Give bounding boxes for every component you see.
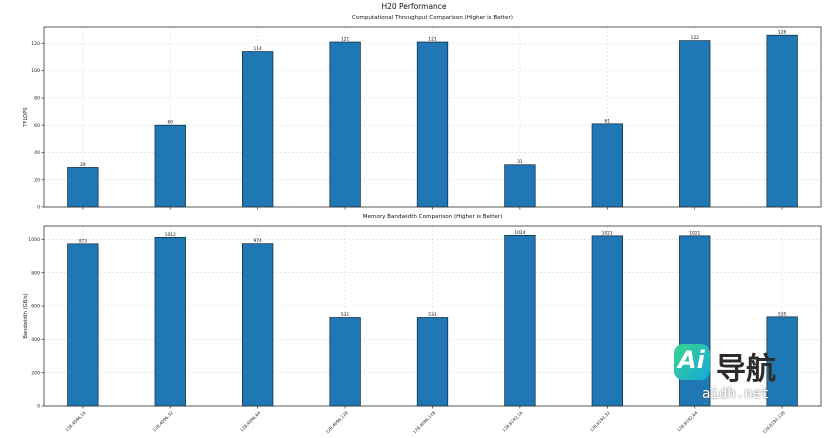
bandwidth-ytick-label: 200	[31, 370, 40, 376]
bandwidth-bar	[329, 317, 361, 407]
bandwidth-xtick-label: 128,4096,64	[239, 410, 262, 433]
throughput-bar	[591, 123, 623, 208]
figure-title: H20 Performance	[381, 2, 446, 11]
bandwidth-xtick-label: 128,8192,16	[501, 410, 524, 433]
throughput-bar	[416, 41, 449, 208]
throughput-bar	[679, 40, 711, 208]
throughput-bar-label: 61	[605, 118, 611, 124]
throughput-bar-label: 29	[80, 162, 86, 168]
bandwidth-ylabel: Bandwidth (GB/s)	[23, 293, 29, 338]
throughput-panel: Computational Throughput Comparison (Hig…	[23, 15, 822, 211]
throughput-bar-label: 121	[428, 37, 437, 43]
throughput-title: Computational Throughput Comparison (Hig…	[352, 15, 513, 21]
bandwidth-bar	[416, 317, 449, 407]
bandwidth-bar-label: 535	[778, 311, 787, 317]
throughput-ytick-label: 20	[34, 177, 40, 183]
throughput-ytick-label: 80	[34, 96, 40, 102]
bandwidth-bar	[67, 243, 99, 407]
throughput-bar	[242, 51, 274, 208]
bandwidth-ytick-label: 600	[31, 304, 40, 310]
throughput-bar-label: 60	[167, 120, 173, 126]
bandwidth-title: Memory Bandwidth Comparison (Higher is B…	[363, 214, 503, 220]
throughput-ytick-label: 40	[34, 150, 40, 156]
bandwidth-ytick-label: 1000	[28, 237, 40, 243]
watermark: Ai 导航 aidh.net	[672, 344, 802, 408]
bandwidth-bar	[504, 234, 536, 407]
bandwidth-xtick-label: 128,4096,16	[64, 410, 87, 433]
throughput-ytick-label: 120	[31, 41, 40, 47]
bandwidth-bar	[591, 235, 623, 407]
throughput-ylabel: TFLOPS	[23, 107, 29, 127]
watermark-url: aidh.net	[702, 386, 770, 402]
bandwidth-bar-label: 531	[428, 312, 437, 318]
bandwidth-bar	[766, 316, 798, 407]
bandwidth-ytick-label: 400	[31, 337, 40, 343]
bandwidth-xtick-label: 128,8192,128	[762, 410, 786, 434]
watermark-logo-text: Ai	[678, 346, 705, 374]
watermark-logo-icon	[674, 344, 710, 380]
throughput-bar-label: 31	[517, 159, 523, 165]
throughput-bar-label: 121	[341, 37, 350, 43]
bandwidth-xtick-label: 128,8192,64	[676, 410, 699, 433]
bandwidth-xtick-label: 128,4096,128	[325, 410, 349, 434]
throughput-ytick-label: 100	[31, 68, 40, 74]
bandwidth-bar-label: 974	[253, 238, 262, 244]
bandwidth-xtick-label: 128,8192,32	[589, 410, 612, 433]
throughput-bar-label: 114	[253, 46, 262, 52]
bandwidth-bar-label: 973	[79, 238, 88, 244]
bandwidth-ytick-label: 800	[31, 270, 40, 276]
bandwidth-bar-label: 1021	[602, 230, 613, 236]
bandwidth-xtick-label: 128,4096,32	[152, 410, 175, 433]
throughput-bar	[154, 124, 186, 208]
throughput-ytick-label: 60	[34, 123, 40, 129]
bandwidth-ytick-label: 0	[37, 404, 40, 410]
throughput-ytick-label: 0	[37, 205, 40, 211]
throughput-bar	[766, 34, 798, 208]
throughput-bar	[329, 41, 361, 208]
throughput-bar-label: 122	[691, 35, 700, 41]
throughput-bar	[504, 164, 536, 208]
bandwidth-bar-label: 531	[341, 312, 350, 318]
watermark-brand: 导航	[716, 352, 776, 387]
throughput-bar-label: 126	[778, 30, 787, 36]
bandwidth-bar-label: 1021	[689, 230, 700, 236]
bandwidth-xtick-label: 128,4096,128	[412, 410, 436, 434]
throughput-bar	[67, 167, 99, 208]
bandwidth-bar	[154, 236, 186, 407]
bandwidth-bar	[242, 243, 274, 407]
bandwidth-bar-label: 1024	[514, 230, 525, 236]
bandwidth-bar-label: 1012	[165, 232, 176, 238]
